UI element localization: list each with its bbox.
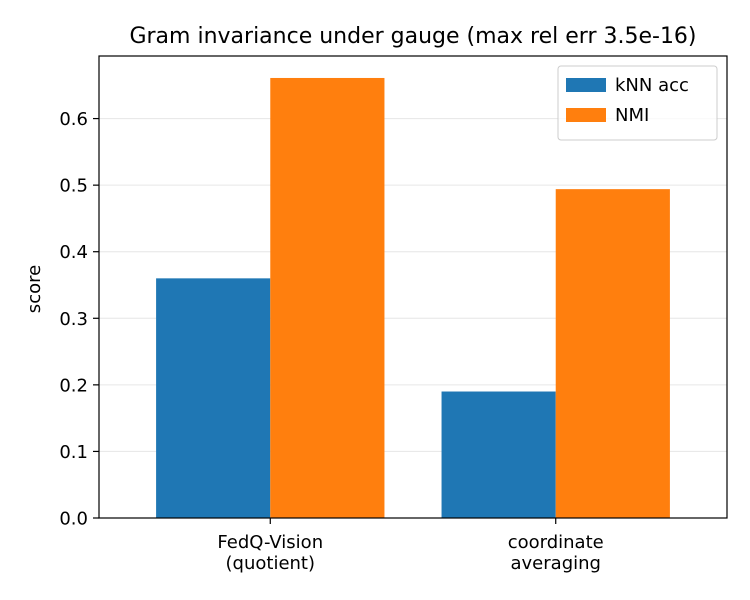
- y-axis-label: score: [24, 265, 45, 313]
- bar-nmi: [555, 189, 670, 518]
- y-tick-label: 0.1: [59, 442, 88, 463]
- y-tick-label: 0.5: [59, 176, 88, 197]
- bar-knn-acc: [156, 278, 271, 518]
- legend-label: kNN acc: [615, 75, 689, 96]
- y-tick-label: 0.3: [59, 309, 88, 330]
- legend-swatch: [566, 78, 606, 92]
- y-tick-label: 0.6: [59, 109, 88, 130]
- legend: kNN acc NMI: [557, 65, 718, 141]
- legend-swatch: [566, 108, 606, 122]
- x-tick-label: coordinate averaging: [508, 532, 604, 574]
- x-axis: FedQ-Vision (quotient) coordinate averaging: [217, 518, 604, 574]
- y-tick-label: 0.4: [59, 242, 88, 263]
- x-tick-label: FedQ-Vision (quotient): [217, 532, 323, 574]
- y-tick-label: 0.2: [59, 375, 88, 396]
- bars: [156, 77, 670, 519]
- chart-title: Gram invariance under gauge (max rel err…: [129, 24, 696, 49]
- legend-label: NMI: [615, 105, 649, 126]
- plot-frame: [98, 55, 728, 519]
- y-tick-label: 0.0: [59, 509, 88, 530]
- bar-knn-acc: [441, 391, 556, 518]
- y-axis: 0.0 0.1 0.2 0.3 0.4 0.5 0.6: [59, 109, 99, 530]
- bar-nmi: [270, 77, 385, 519]
